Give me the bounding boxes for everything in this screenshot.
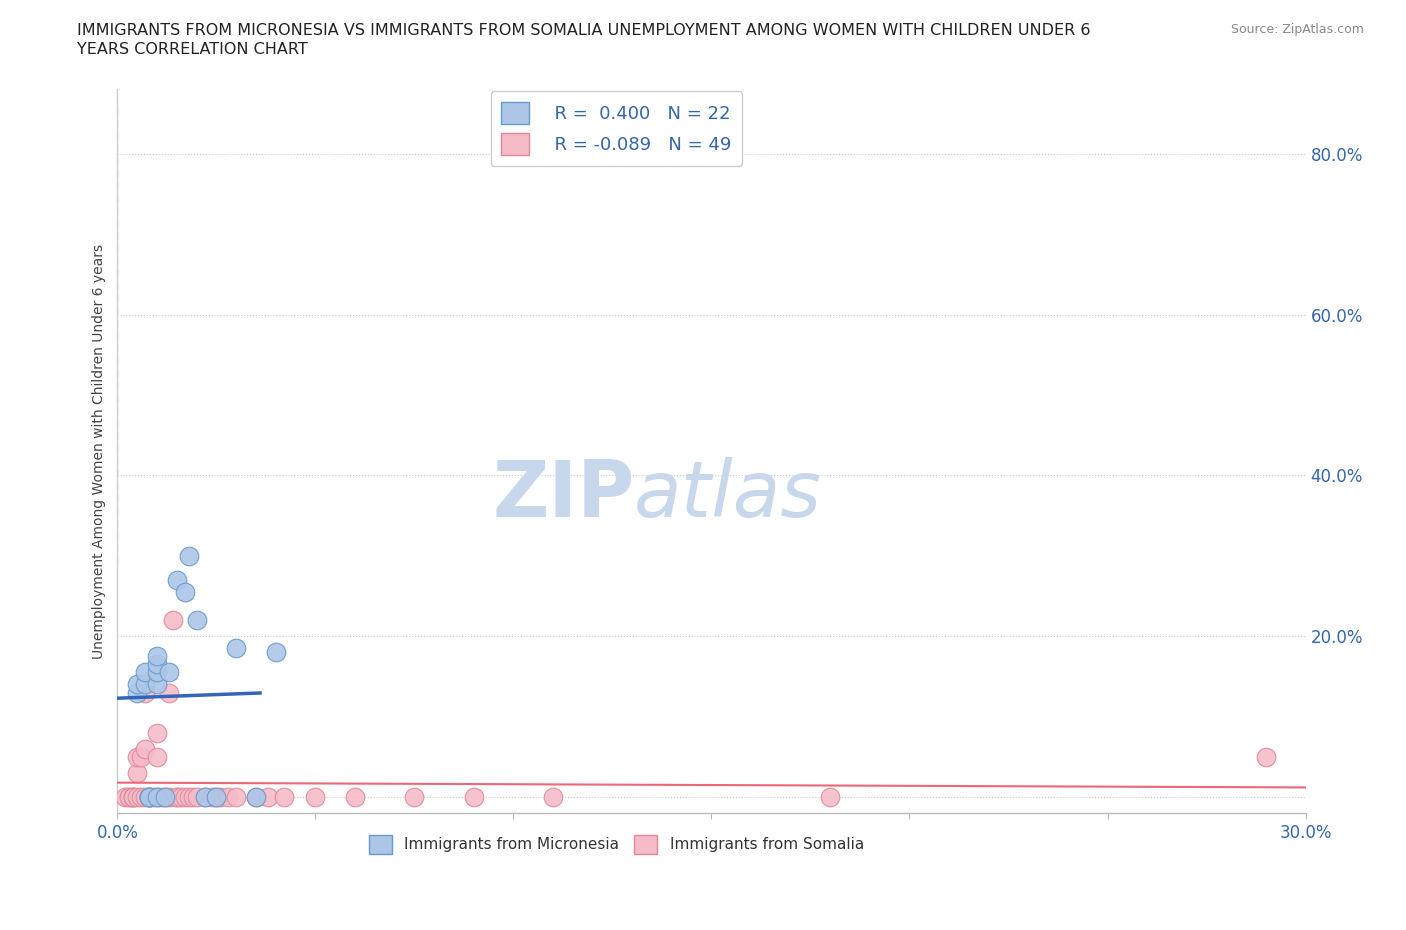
- Point: [166, 790, 188, 804]
- Point: [138, 790, 160, 804]
- Point: [177, 549, 200, 564]
- Point: [127, 790, 149, 804]
- Point: [193, 790, 215, 804]
- Y-axis label: Unemployment Among Women with Children Under 6 years: Unemployment Among Women with Children U…: [93, 244, 107, 658]
- Text: YEARS CORRELATION CHART: YEARS CORRELATION CHART: [77, 42, 308, 57]
- Point: [186, 613, 208, 628]
- Point: [146, 725, 169, 740]
- Legend: Immigrants from Micronesia, Immigrants from Somalia: Immigrants from Micronesia, Immigrants f…: [363, 829, 870, 859]
- Point: [177, 790, 200, 804]
- Point: [146, 649, 169, 664]
- Point: [134, 677, 156, 692]
- Point: [129, 750, 152, 764]
- Point: [134, 665, 156, 680]
- Point: [138, 790, 160, 804]
- Point: [170, 790, 193, 804]
- Text: atlas: atlas: [634, 457, 823, 533]
- Point: [127, 765, 149, 780]
- Point: [122, 790, 145, 804]
- Point: [157, 790, 180, 804]
- Point: [217, 790, 239, 804]
- Point: [122, 790, 145, 804]
- Point: [173, 585, 195, 600]
- Point: [146, 790, 169, 804]
- Point: [257, 790, 280, 804]
- Point: [304, 790, 326, 804]
- Point: [463, 790, 485, 804]
- Point: [157, 685, 180, 700]
- Point: [205, 790, 228, 804]
- Point: [173, 790, 195, 804]
- Point: [153, 790, 176, 804]
- Point: [225, 641, 247, 656]
- Text: ZIP: ZIP: [492, 457, 634, 533]
- Point: [127, 685, 149, 700]
- Point: [166, 573, 188, 588]
- Point: [118, 790, 141, 804]
- Point: [166, 790, 188, 804]
- Point: [129, 790, 152, 804]
- Point: [1254, 750, 1277, 764]
- Point: [138, 790, 160, 804]
- Point: [146, 665, 169, 680]
- Point: [146, 677, 169, 692]
- Point: [344, 790, 367, 804]
- Point: [134, 685, 156, 700]
- Point: [193, 790, 215, 804]
- Point: [127, 750, 149, 764]
- Point: [181, 790, 204, 804]
- Point: [146, 750, 169, 764]
- Point: [162, 613, 184, 628]
- Point: [114, 790, 136, 804]
- Text: Source: ZipAtlas.com: Source: ZipAtlas.com: [1230, 23, 1364, 36]
- Point: [264, 644, 287, 659]
- Point: [245, 790, 267, 804]
- Point: [138, 790, 160, 804]
- Point: [122, 790, 145, 804]
- Point: [157, 665, 180, 680]
- Point: [150, 790, 173, 804]
- Point: [404, 790, 426, 804]
- Point: [146, 790, 169, 804]
- Point: [146, 657, 169, 671]
- Point: [273, 790, 295, 804]
- Text: IMMIGRANTS FROM MICRONESIA VS IMMIGRANTS FROM SOMALIA UNEMPLOYMENT AMONG WOMEN W: IMMIGRANTS FROM MICRONESIA VS IMMIGRANTS…: [77, 23, 1091, 38]
- Point: [142, 790, 165, 804]
- Point: [118, 790, 141, 804]
- Point: [134, 790, 156, 804]
- Point: [138, 790, 160, 804]
- Point: [127, 677, 149, 692]
- Point: [201, 790, 224, 804]
- Point: [225, 790, 247, 804]
- Point: [205, 790, 228, 804]
- Point: [209, 790, 232, 804]
- Point: [134, 741, 156, 756]
- Point: [186, 790, 208, 804]
- Point: [541, 790, 564, 804]
- Point: [153, 790, 176, 804]
- Point: [820, 790, 842, 804]
- Point: [245, 790, 267, 804]
